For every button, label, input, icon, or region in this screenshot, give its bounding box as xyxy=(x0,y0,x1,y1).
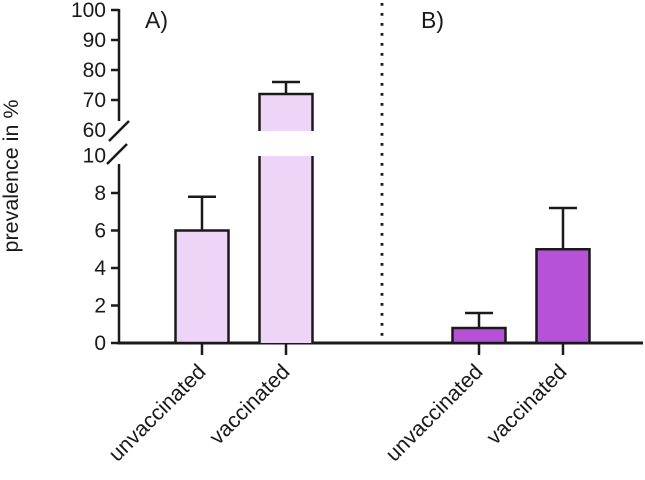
bar-unvaccinated xyxy=(451,326,507,345)
y-axis-title: prevalence in % xyxy=(0,100,23,253)
panel-b-label: B) xyxy=(421,7,444,33)
axis-break-slash-upper xyxy=(108,120,130,142)
y-tick-label-4: 4 xyxy=(94,257,106,280)
x-category-label-vaccinated: vaccinated xyxy=(482,360,572,450)
bar-unvaccinated xyxy=(174,229,230,345)
y-tick-label-70: 70 xyxy=(83,89,106,112)
x-category-label-unvaccinated: unvaccinated xyxy=(381,360,488,467)
y-tick-label-8: 8 xyxy=(94,182,106,205)
x-category-label-unvaccinated: unvaccinated xyxy=(104,360,211,467)
y-tick-label-6: 6 xyxy=(94,220,106,243)
y-tick-label-100: 100 xyxy=(71,0,106,22)
y-tick-label-2: 2 xyxy=(94,295,106,318)
y-tick-label-0: 0 xyxy=(94,332,106,355)
y-tick-label-60: 60 xyxy=(83,119,106,142)
y-tick-label-80: 80 xyxy=(83,59,106,82)
bar-upper-segment-border xyxy=(258,92,314,131)
panel-a-label: A) xyxy=(145,7,168,33)
bar-vaccinated-upper-segment xyxy=(259,94,313,131)
bar-vaccinated xyxy=(535,248,591,345)
y-tick-label-90: 90 xyxy=(83,29,106,52)
x-category-label-vaccinated: vaccinated xyxy=(205,360,295,450)
axis-break-slash-lower xyxy=(106,143,128,165)
bar-vaccinated-lower-segment xyxy=(259,156,313,343)
y-tick-label-10: 10 xyxy=(83,145,106,168)
